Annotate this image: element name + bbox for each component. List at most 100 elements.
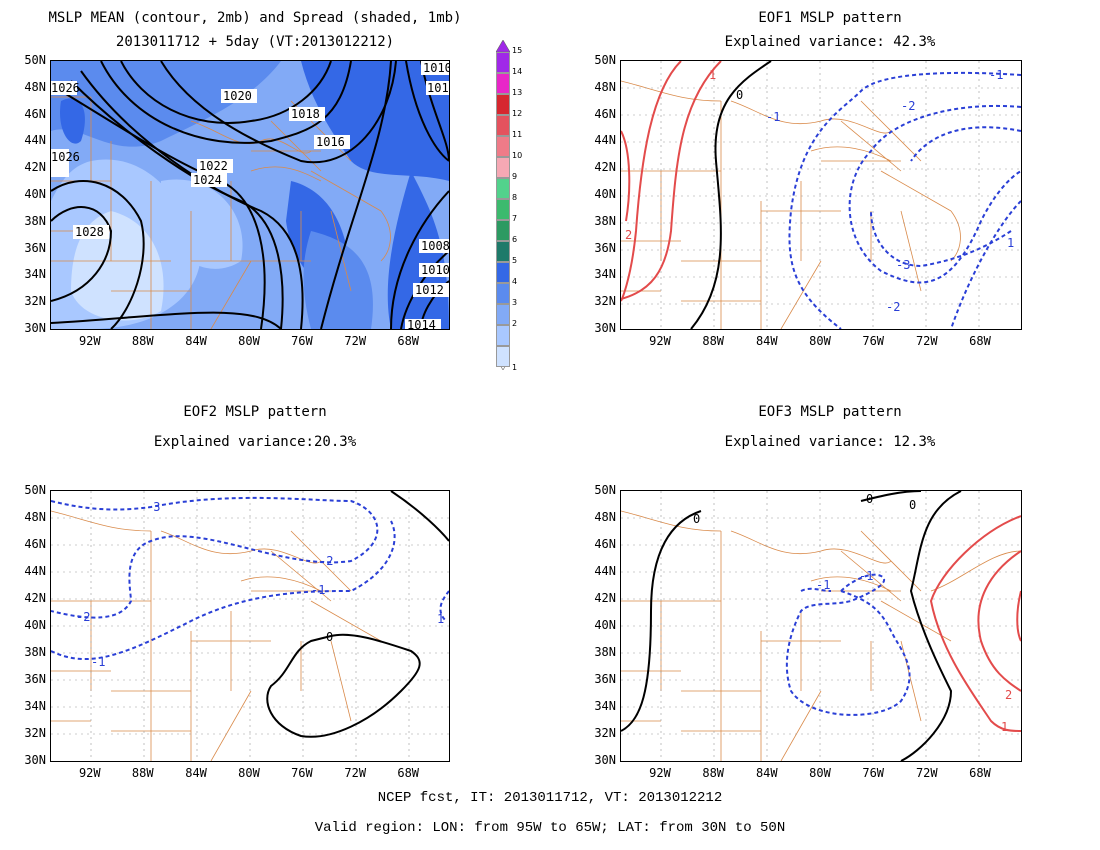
- y-tick-label: 30N: [594, 321, 616, 335]
- y-tick-label: 30N: [594, 753, 616, 767]
- panel3-subtitle: Explained variance:20.3%: [153, 434, 357, 450]
- contour-label: 0: [326, 630, 333, 644]
- panel2-title: EOF1 MSLP pattern: [758, 10, 902, 26]
- contour-label: -1: [766, 110, 780, 124]
- colorbar-label: 14: [512, 67, 523, 76]
- colorbar-cell: [496, 73, 510, 94]
- y-tick-label: 50N: [594, 53, 616, 67]
- colorbar-label: 15: [512, 46, 523, 55]
- panel1-subtitle: 2013011712 + 5day (VT:2013012212): [115, 34, 395, 50]
- colorbar-label: 2: [512, 319, 518, 328]
- contour-label: -3: [896, 258, 910, 272]
- x-tick-label: 80W: [809, 334, 831, 348]
- y-tick-label: 36N: [594, 240, 616, 255]
- x-tick-label: 84W: [755, 334, 778, 348]
- contour-label: -2: [901, 99, 915, 113]
- y-tick-label: 32N: [24, 294, 46, 309]
- y-tick-label: 42N: [594, 591, 616, 605]
- y-tick-label: 50N: [24, 483, 46, 497]
- y-tick-label: 40N: [24, 618, 46, 632]
- colorbar-cell: [496, 94, 510, 115]
- colorbar-cell: [496, 136, 510, 157]
- x-tick-label: 84W: [185, 766, 207, 780]
- y-tick-label: 34N: [594, 699, 616, 713]
- contour-label: 0: [736, 88, 743, 102]
- contour-label: -1: [816, 578, 830, 592]
- colorbar-cell: [496, 283, 510, 304]
- colorbar-cell: [496, 241, 510, 262]
- y-tick-label: 48N: [594, 510, 616, 524]
- colorbar-label: 8: [512, 193, 518, 202]
- contour-label: 1024: [193, 173, 222, 187]
- y-tick-label: 46N: [594, 537, 616, 551]
- y-tick-label: 30N: [24, 753, 46, 767]
- colorbar-label: 4: [512, 277, 518, 286]
- contour-label: 2: [1005, 688, 1012, 702]
- x-tick-label: 68W: [397, 766, 420, 780]
- x-tick-label: 92W: [649, 334, 671, 348]
- contour-label: 1: [1001, 720, 1008, 734]
- y-tick-label: 44N: [594, 133, 616, 148]
- colorbar-label: 13: [512, 88, 523, 97]
- contour-label: -1: [311, 583, 325, 597]
- contour-label: -1: [859, 569, 873, 583]
- colorbar-label: 9: [512, 172, 518, 181]
- colorbar-cell: [496, 52, 510, 73]
- contour-label: 1: [1007, 236, 1014, 250]
- y-tick-label: 48N: [24, 510, 46, 524]
- y-tick-label: 46N: [594, 106, 616, 121]
- y-tick-label: 30N: [24, 321, 46, 335]
- y-tick-label: 34N: [24, 699, 46, 713]
- panel3-title: EOF2 MSLP pattern: [183, 404, 327, 420]
- x-tick-label: 88W: [131, 334, 154, 348]
- panel4-subtitle: Explained variance: 12.3%: [724, 434, 936, 450]
- x-tick-label: 72W: [344, 766, 367, 780]
- x-tick-label: 76W: [291, 766, 313, 780]
- panel2-subtitle: Explained variance: 42.3%: [724, 34, 936, 50]
- contour-label: -3: [146, 500, 160, 514]
- x-tick-label: 72W: [344, 334, 367, 348]
- colorbar-label: 3: [512, 298, 518, 307]
- y-tick-label: 44N: [594, 564, 616, 578]
- y-tick-label: 48N: [594, 79, 616, 94]
- x-tick-label: 84W: [185, 334, 207, 348]
- x-tick-label: 68W: [969, 334, 991, 348]
- y-tick-label: 42N: [24, 591, 46, 605]
- y-tick-label: 36N: [594, 672, 616, 686]
- y-tick-label: 38N: [594, 645, 616, 659]
- y-tick-label: 46N: [24, 537, 46, 551]
- colorbar-label: 7: [512, 214, 518, 223]
- y-tick-label: 32N: [594, 294, 616, 309]
- x-tick-label: 80W: [238, 766, 260, 780]
- colorbar-cell: [496, 262, 510, 283]
- x-tick-label: 92W: [78, 334, 101, 348]
- contour-label: 0: [866, 492, 873, 506]
- x-tick-label: 80W: [809, 766, 831, 780]
- y-tick-label: 32N: [594, 726, 616, 740]
- x-tick-label: 76W: [291, 334, 313, 348]
- x-tick-label: 68W: [969, 766, 991, 780]
- x-tick-label: 88W: [702, 766, 725, 780]
- colorbar-cell: [496, 199, 510, 220]
- mslp-mean-map: 1020 1018 1016 1022 1024 1028 1026 1026 …: [50, 60, 450, 330]
- panel4-title: EOF3 MSLP pattern: [758, 404, 902, 420]
- x-tick-label: 84W: [755, 766, 778, 780]
- contour-label: 0: [693, 512, 700, 526]
- contour-label: 1026: [51, 81, 80, 95]
- colorbar-label: 1: [512, 363, 518, 372]
- y-tick-label: 50N: [24, 53, 46, 67]
- x-tick-label: 88W: [131, 766, 154, 780]
- colorbar-label: 10: [512, 151, 523, 160]
- x-tick-label: 92W: [649, 766, 671, 780]
- x-tick-label: 88W: [702, 334, 725, 348]
- y-tick-label: 44N: [24, 133, 46, 148]
- y-tick-label: 42N: [594, 160, 616, 175]
- colorbar-cell: [496, 157, 510, 178]
- y-tick-label: 32N: [24, 726, 46, 740]
- contour-label: -1: [989, 68, 1003, 82]
- colorbar-label: 12: [512, 109, 523, 118]
- y-tick-label: 34N: [594, 267, 616, 282]
- y-tick-label: 44N: [24, 564, 46, 578]
- contour-label: 1022: [199, 159, 228, 173]
- spread-colorbar: [496, 40, 510, 370]
